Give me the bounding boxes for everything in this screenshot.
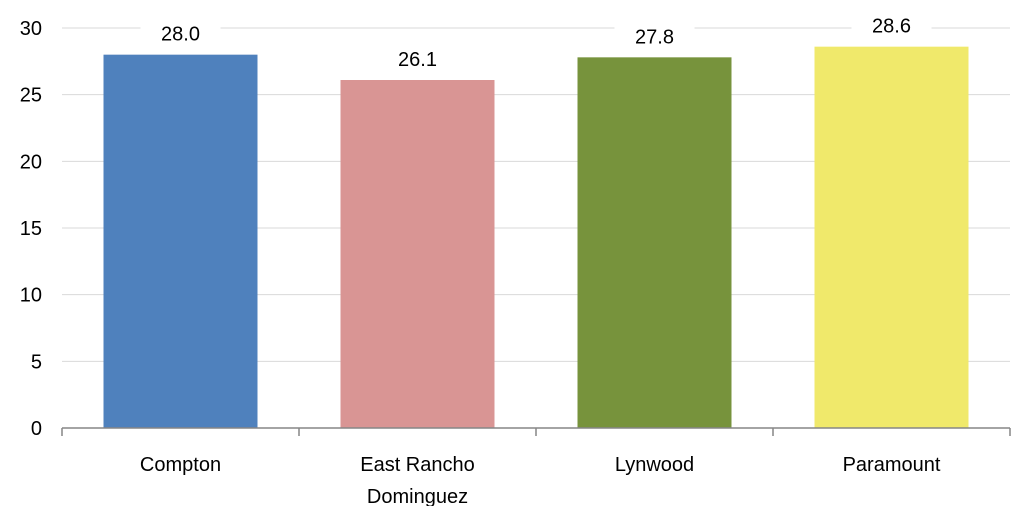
bars bbox=[103, 46, 969, 429]
bar bbox=[814, 46, 969, 429]
y-tick-label: 15 bbox=[20, 218, 42, 240]
y-tick-label: 5 bbox=[31, 351, 42, 373]
data-label-background bbox=[140, 18, 221, 49]
bar bbox=[340, 80, 495, 428]
y-tick-label: 25 bbox=[20, 85, 42, 107]
y-tick-label: 0 bbox=[31, 418, 42, 440]
x-tick-label: Compton bbox=[140, 454, 221, 476]
y-tick-label: 30 bbox=[20, 18, 42, 40]
bar bbox=[103, 54, 258, 429]
data-label-background bbox=[851, 10, 932, 41]
x-tick-label: Dominguez bbox=[367, 486, 468, 506]
labels: 0 5 10 15 20 25 30 28.0 Compton 26.1 East Rancho Do… bbox=[20, 10, 941, 506]
data-label: 26.1 bbox=[398, 49, 437, 71]
axes bbox=[61, 427, 1011, 436]
data-label-background bbox=[377, 44, 458, 74]
bar bbox=[577, 57, 732, 428]
x-tick-label: East Rancho bbox=[360, 454, 475, 476]
data-label: 28.0 bbox=[161, 24, 200, 46]
x-tick-label: Lynwood bbox=[615, 454, 694, 476]
data-label: 27.8 bbox=[635, 26, 674, 48]
y-tick-label: 10 bbox=[20, 285, 42, 307]
x-tick-label: Paramount bbox=[843, 454, 941, 476]
data-label-background bbox=[614, 21, 695, 52]
data-label: 28.6 bbox=[872, 16, 911, 38]
y-tick-label: 20 bbox=[20, 151, 42, 173]
